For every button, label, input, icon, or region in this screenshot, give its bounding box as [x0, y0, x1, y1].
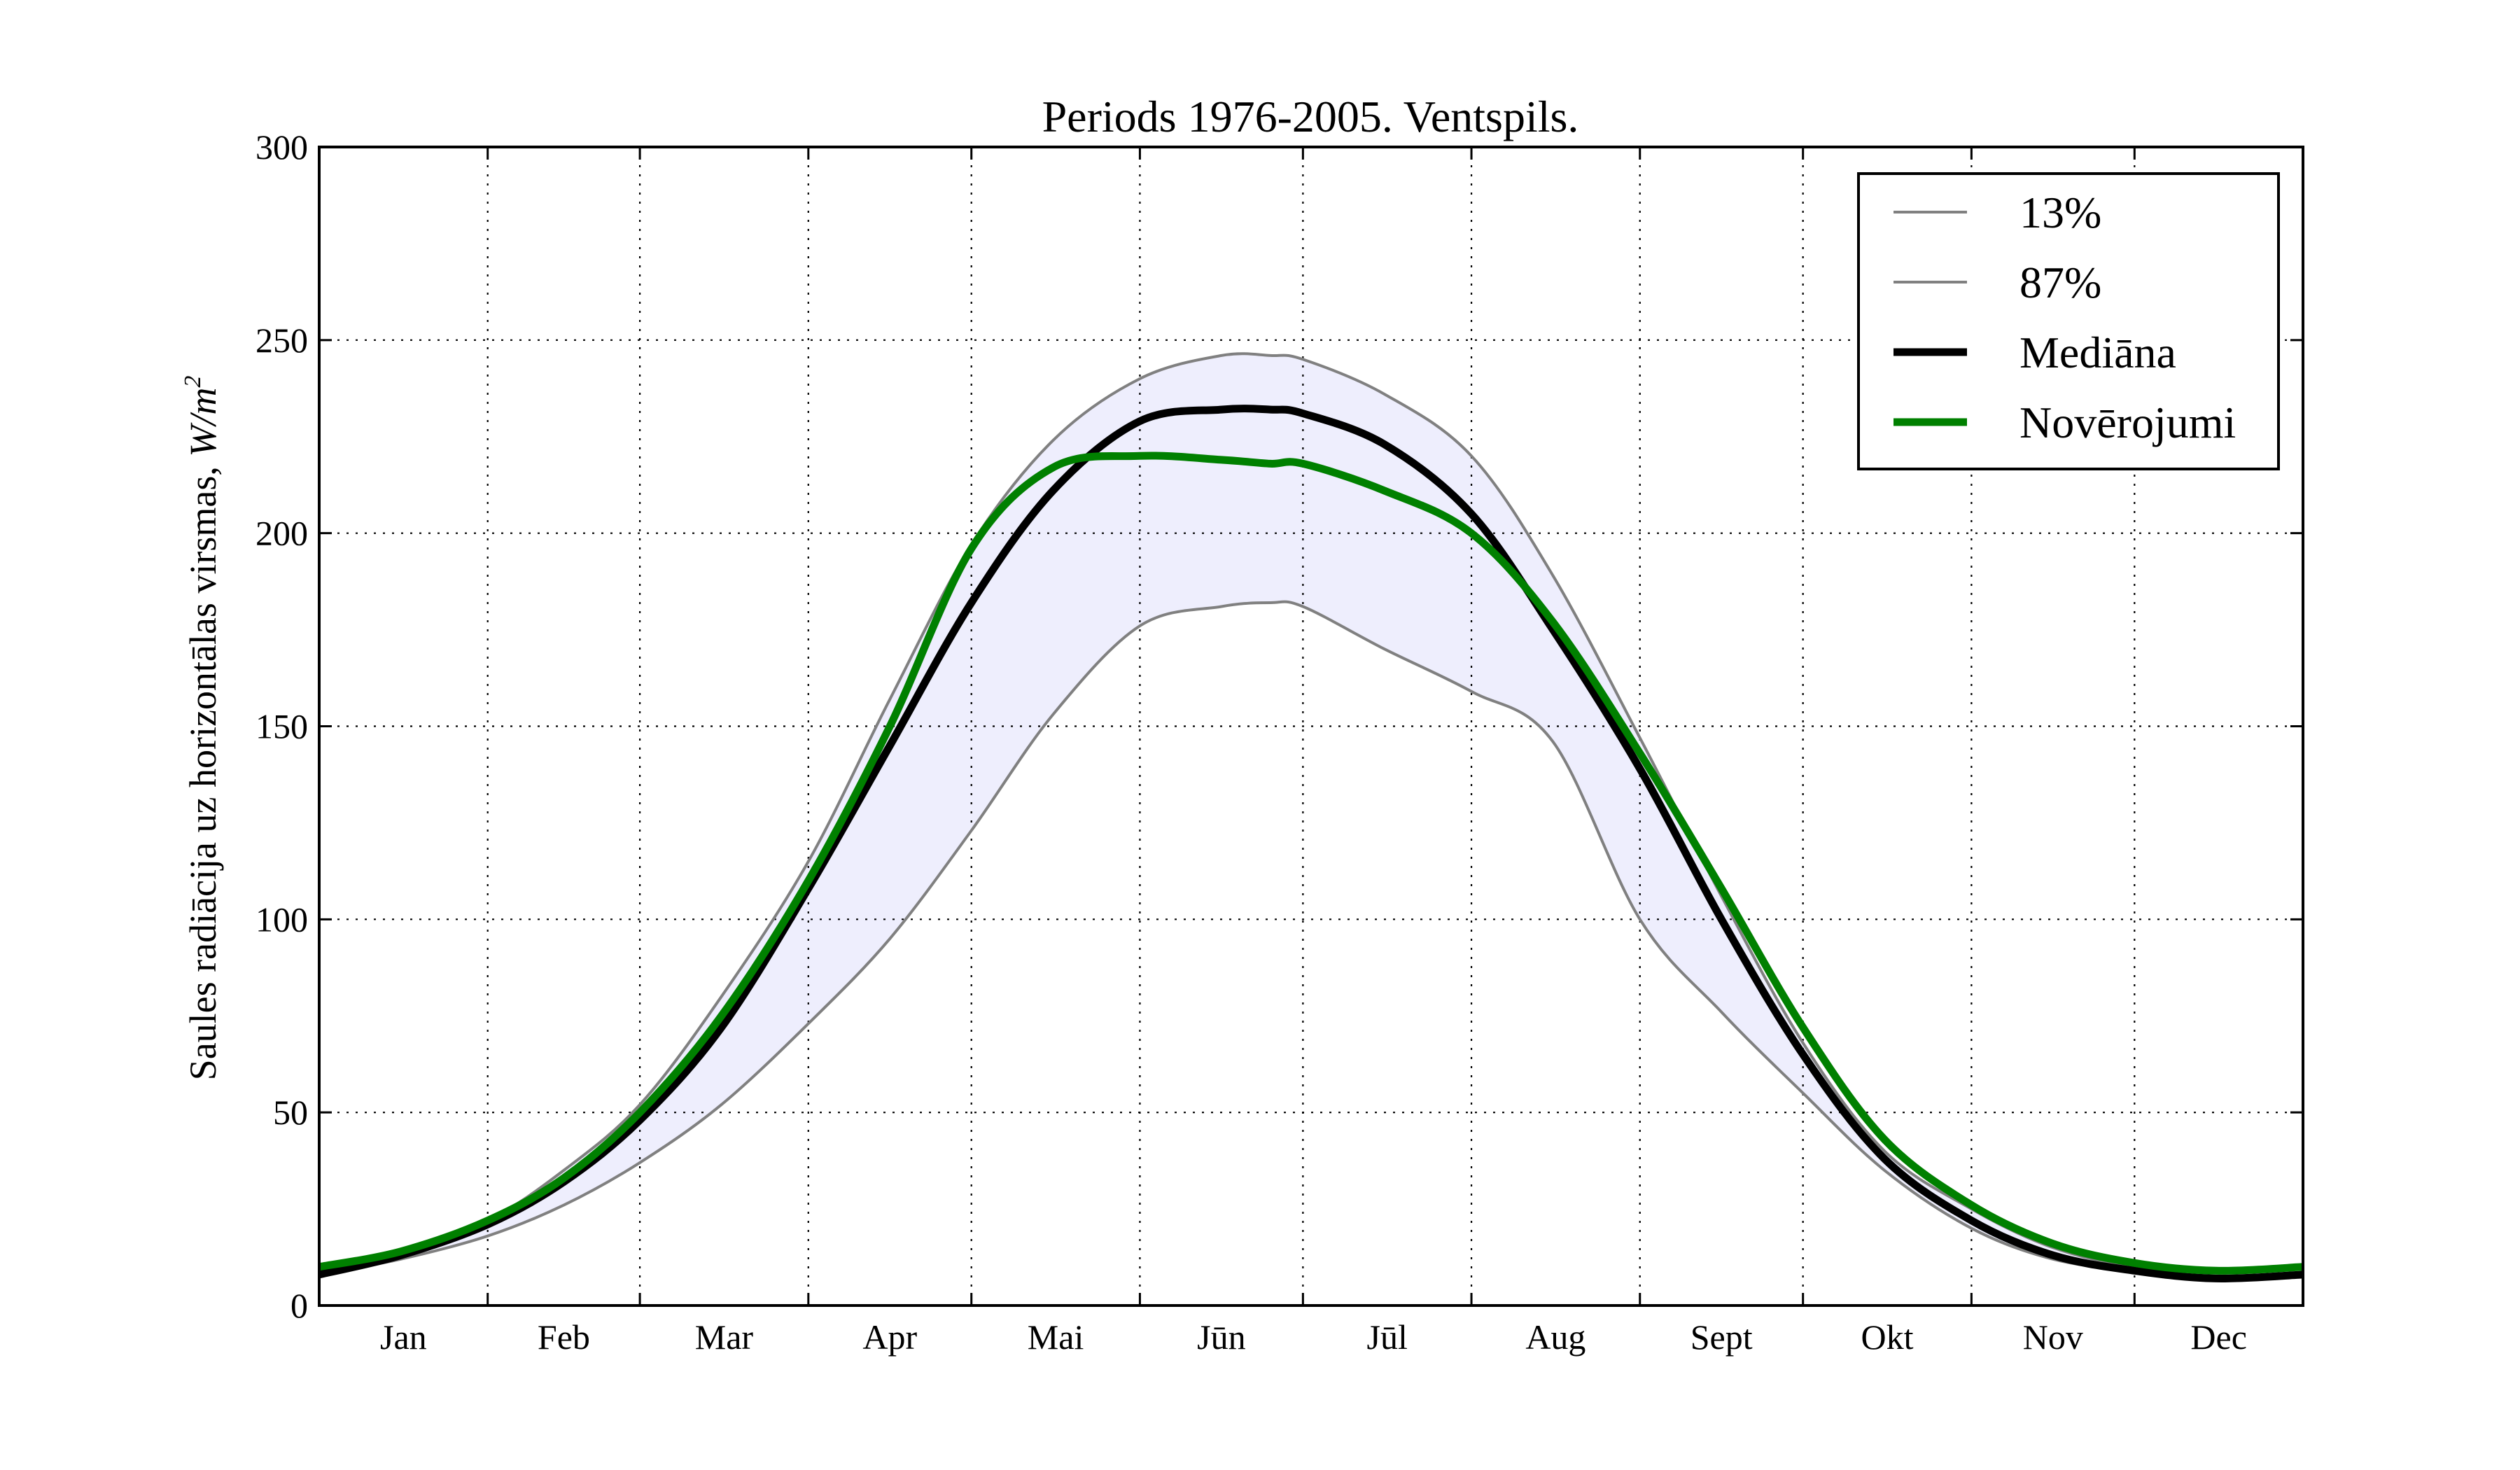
- legend-label: 13%: [2019, 188, 2101, 237]
- y-axis-label: Saules radiācija uz horizontālas virsmas…: [180, 376, 224, 1081]
- legend-label: Mediāna: [2019, 328, 2176, 377]
- x-tick-label: Apr: [862, 1317, 917, 1357]
- series-line: [318, 600, 2304, 1280]
- x-tick-label: Sept: [1690, 1317, 1753, 1357]
- x-tick-label: Mai: [1028, 1317, 1084, 1357]
- legend-label: Novērojumi: [2019, 398, 2236, 447]
- series-layer: [318, 352, 2304, 1282]
- y-tick-label: 150: [255, 707, 308, 746]
- y-tick-label: 300: [255, 127, 308, 167]
- x-tick-label: Dec: [2190, 1317, 2247, 1357]
- chart-title: Periods 1976-2005. Ventspils.: [1042, 92, 1579, 141]
- percentile-band: [319, 354, 2303, 1279]
- legend: 13% 87% Mediāna Novērojumi: [1857, 172, 2280, 470]
- x-tick-label: Jūl: [1367, 1317, 1408, 1357]
- x-tick-label: Jūn: [1197, 1317, 1245, 1357]
- axis-ticks-layer: 0 50 100 150 200 250 300 Jan Feb Mar Apr Mai Jūn Jūl A…: [255, 127, 2303, 1357]
- y-axis-label-unit-exponent: 2: [180, 376, 206, 388]
- y-axis-label-unit: W/m: [182, 388, 224, 457]
- y-tick-label: 100: [255, 899, 308, 939]
- y-tick-label: 50: [273, 1093, 308, 1132]
- series-line: [318, 405, 2304, 1282]
- x-tick-label: Feb: [538, 1317, 590, 1357]
- x-tick-label: Aug: [1525, 1317, 1586, 1357]
- series-line: [318, 451, 2304, 1275]
- y-tick-label: 250: [255, 321, 308, 360]
- y-axis-label-text: Saules radiācija uz horizontālas virsmas…: [182, 457, 224, 1081]
- y-tick-label: 0: [290, 1286, 308, 1325]
- x-tick-label: Jan: [380, 1317, 427, 1357]
- series-line: [318, 352, 2304, 1273]
- x-tick-label: Mar: [695, 1317, 754, 1357]
- percentile-band-layer: [319, 354, 2303, 1279]
- y-tick-label: 200: [255, 514, 308, 553]
- x-tick-label: Okt: [1861, 1317, 1914, 1357]
- legend-label: 87%: [2019, 258, 2101, 307]
- x-tick-label: Nov: [2023, 1317, 2083, 1357]
